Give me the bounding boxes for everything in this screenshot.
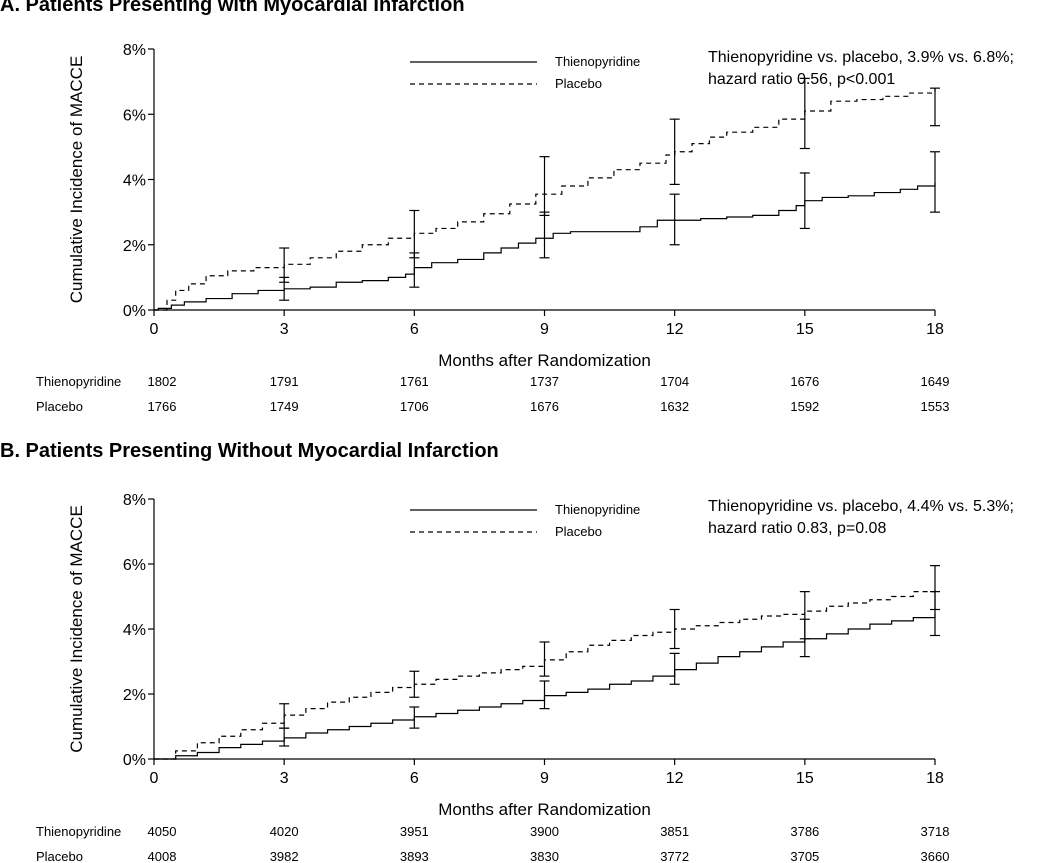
at-risk-value: 3830 bbox=[530, 849, 559, 863]
at-risk-value: 3982 bbox=[270, 849, 299, 863]
km-chart-a: 0% 2% 4% 6% 8% 0 3 6 9 12 15 18 Months after Randomi… bbox=[36, 42, 1014, 414]
legend-label: Thienopyridine bbox=[555, 502, 640, 517]
at-risk-value: 1737 bbox=[530, 374, 559, 389]
at-risk-value: 1553 bbox=[921, 399, 950, 414]
at-risk-row-label: Thienopyridine bbox=[36, 824, 121, 839]
panel-title: A. Patients Presenting with Myocardial I… bbox=[0, 0, 465, 16]
at-risk-value: 1761 bbox=[400, 374, 429, 389]
x-tick-label: 9 bbox=[540, 321, 549, 338]
x-tick-label: 15 bbox=[796, 770, 814, 787]
at-risk-value: 1706 bbox=[400, 399, 429, 414]
legend-label: Placebo bbox=[555, 76, 602, 91]
y-tick-label: 4% bbox=[123, 173, 146, 190]
y-tick-label: 0% bbox=[123, 303, 146, 320]
at-risk-row-label: Placebo bbox=[36, 399, 83, 414]
at-risk-value: 1791 bbox=[270, 374, 299, 389]
km-chart-b: 0% 2% 4% 6% 8% 0 3 6 9 12 15 18 Months after Randomi… bbox=[36, 492, 1014, 863]
at-risk-value: 3786 bbox=[790, 824, 819, 839]
at-risk-value: 3900 bbox=[530, 824, 559, 839]
x-tick-label: 3 bbox=[280, 321, 289, 338]
x-tick-label: 12 bbox=[666, 770, 684, 787]
y-tick-label: 6% bbox=[123, 557, 146, 574]
at-risk-value: 1676 bbox=[790, 374, 819, 389]
at-risk-value: 1592 bbox=[790, 399, 819, 414]
x-axis-title: Months after Randomization bbox=[438, 800, 651, 819]
at-risk-value: 4020 bbox=[270, 824, 299, 839]
x-axis-title: Months after Randomization bbox=[438, 351, 651, 370]
at-risk-value: 3718 bbox=[921, 824, 950, 839]
at-risk-value: 1632 bbox=[660, 399, 689, 414]
at-risk-value: 3851 bbox=[660, 824, 689, 839]
y-tick-label: 0% bbox=[123, 752, 146, 769]
y-tick-label: 2% bbox=[123, 238, 146, 255]
y-axis-title: Cumulative Incidence of MACCE bbox=[67, 56, 86, 304]
series-line-placebo bbox=[154, 88, 936, 311]
x-tick-label: 12 bbox=[666, 321, 684, 338]
y-tick-label: 6% bbox=[123, 107, 146, 124]
x-tick-label: 6 bbox=[410, 321, 419, 338]
x-tick-label: 9 bbox=[540, 770, 549, 787]
at-risk-value: 4008 bbox=[148, 849, 177, 863]
at-risk-value: 1704 bbox=[660, 374, 689, 389]
x-tick-label: 18 bbox=[926, 321, 944, 338]
at-risk-value: 1649 bbox=[921, 374, 950, 389]
at-risk-value: 3660 bbox=[921, 849, 950, 863]
at-risk-row-label: Thienopyridine bbox=[36, 374, 121, 389]
panel-a: A. Patients Presenting with Myocardial I… bbox=[0, 0, 1050, 430]
at-risk-row-label: Placebo bbox=[36, 849, 83, 863]
at-risk-value: 1749 bbox=[270, 399, 299, 414]
legend-label: Thienopyridine bbox=[555, 54, 640, 69]
at-risk-value: 1802 bbox=[148, 374, 177, 389]
at-risk-value: 1766 bbox=[148, 399, 177, 414]
legend-label: Placebo bbox=[555, 524, 602, 539]
panel-b: B. Patients Presenting Without Myocardia… bbox=[0, 440, 1050, 863]
hazard-annotation: Thienopyridine vs. placebo, 4.4% vs. 5.3… bbox=[708, 498, 1014, 515]
hazard-annotation: hazard ratio 0.83, p=0.08 bbox=[708, 520, 886, 537]
x-tick-label: 3 bbox=[280, 770, 289, 787]
x-tick-label: 18 bbox=[926, 770, 944, 787]
y-tick-label: 2% bbox=[123, 687, 146, 704]
at-risk-value: 3893 bbox=[400, 849, 429, 863]
at-risk-value: 3772 bbox=[660, 849, 689, 863]
at-risk-value: 1676 bbox=[530, 399, 559, 414]
panel-title: B. Patients Presenting Without Myocardia… bbox=[0, 440, 499, 462]
x-tick-label: 0 bbox=[150, 321, 159, 338]
at-risk-value: 3705 bbox=[790, 849, 819, 863]
x-tick-label: 6 bbox=[410, 770, 419, 787]
y-tick-label: 4% bbox=[123, 622, 146, 639]
y-axis-title: Cumulative Incidence of MACCE bbox=[67, 505, 86, 753]
hazard-annotation: Thienopyridine vs. placebo, 3.9% vs. 6.8… bbox=[708, 49, 1014, 66]
at-risk-value: 3951 bbox=[400, 824, 429, 839]
at-risk-value: 4050 bbox=[148, 824, 177, 839]
hazard-annotation: hazard ratio 0.56, p<0.001 bbox=[708, 71, 895, 88]
y-tick-label: 8% bbox=[123, 492, 146, 509]
y-tick-label: 8% bbox=[123, 42, 146, 59]
x-tick-label: 0 bbox=[150, 770, 159, 787]
x-tick-label: 15 bbox=[796, 321, 814, 338]
